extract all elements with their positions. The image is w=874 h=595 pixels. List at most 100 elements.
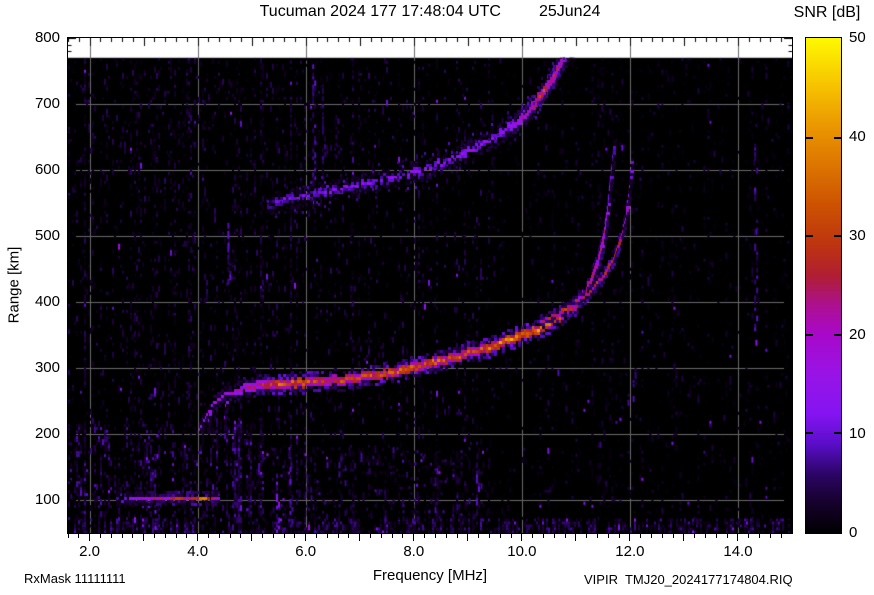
x-axis-tick-mark xyxy=(683,534,685,541)
x-axis-tick-mark xyxy=(272,534,274,538)
x-axis-tick-mark xyxy=(705,534,707,538)
x-axis-tick-mark xyxy=(283,534,285,538)
x-axis-tick-mark xyxy=(596,534,598,538)
x-axis-tick-mark xyxy=(316,534,318,538)
x-axis-tick-mark xyxy=(586,534,588,538)
x-axis-tick-mark xyxy=(424,534,426,538)
x-axis-tick-mark xyxy=(67,534,69,538)
x-axis-tick-mark xyxy=(110,534,112,538)
x-axis-tick-mark xyxy=(456,534,458,538)
x-axis-tick-mark xyxy=(218,534,220,538)
colorbar-tick-label: 40 xyxy=(849,128,866,145)
title-text: Tucuman 2024 177 17:48:04 UTC xyxy=(259,3,501,20)
x-axis-tick-mark xyxy=(748,534,750,538)
colorbar xyxy=(805,37,842,534)
colorbar-tick-label: 30 xyxy=(849,227,866,244)
x-axis-tick-mark xyxy=(564,534,566,538)
colorbar-tick-label: 20 xyxy=(849,326,866,343)
y-tick-label: 700 xyxy=(34,95,60,112)
x-axis-tick-mark xyxy=(78,534,80,538)
x-axis-tick-mark xyxy=(391,534,393,538)
colorbar-tick-label: 10 xyxy=(849,425,866,442)
y-tick-label: 500 xyxy=(34,227,60,244)
x-axis-tick-mark xyxy=(370,534,372,538)
x-axis-tick-mark xyxy=(229,534,231,538)
colorbar-notch xyxy=(806,333,813,336)
x-axis-tick-mark xyxy=(467,534,469,541)
x-axis-tick-mark xyxy=(510,534,512,538)
x-axis-tick-mark xyxy=(434,534,436,538)
page-title: Tucuman 2024 177 17:48:04 UTC 25Jun24 xyxy=(68,3,792,21)
x-axis-tick-mark xyxy=(413,534,415,541)
y-tick-label: 200 xyxy=(34,425,60,442)
x-axis-tick-mark xyxy=(521,534,523,541)
colorbar-tick-label: 50 xyxy=(849,29,866,46)
x-axis-tick-mark xyxy=(164,534,166,538)
x-axis-tick-mark xyxy=(575,534,577,541)
x-axis-tick-mark xyxy=(618,534,620,538)
x-axis-tick-mark xyxy=(478,534,480,538)
colorbar-tick-label: 0 xyxy=(849,524,858,541)
x-axis-tick-mark xyxy=(132,534,134,538)
y-tick-label: 600 xyxy=(34,161,60,178)
x-tick-label: 4.0 xyxy=(187,543,209,560)
x-axis-tick-mark xyxy=(197,534,199,541)
colorbar-title: SNR [dB] xyxy=(793,4,861,21)
x-axis-tick-mark xyxy=(629,534,631,541)
x-axis-tick-mark xyxy=(694,534,696,538)
colorbar-notch xyxy=(806,432,813,435)
colorbar-notch xyxy=(834,136,841,139)
x-axis-tick-mark xyxy=(143,534,145,541)
x-axis-tick-mark xyxy=(348,534,350,538)
x-axis-tick-mark xyxy=(532,534,534,538)
x-axis-tick-mark xyxy=(262,534,263,538)
x-axis-tick-mark xyxy=(294,534,296,538)
x-tick-label: 6.0 xyxy=(295,543,317,560)
x-axis-tick-mark xyxy=(326,534,328,538)
ionogram-canvas xyxy=(68,38,792,533)
x-axis-tick-mark xyxy=(640,534,642,538)
x-axis-tick-mark xyxy=(89,534,91,541)
title-date: 25Jun24 xyxy=(538,3,601,20)
x-axis-tick-mark xyxy=(542,534,544,538)
plot-area xyxy=(67,37,793,534)
x-axis-tick-mark xyxy=(99,534,101,538)
x-axis-tick-mark xyxy=(499,534,501,538)
x-axis-tick-mark xyxy=(769,534,771,538)
colorbar-notch xyxy=(806,136,813,139)
x-axis-tick-mark xyxy=(251,534,253,541)
x-axis-tick-mark xyxy=(726,534,728,538)
x-tick-label: 14.0 xyxy=(723,543,753,560)
x-axis-tick-mark xyxy=(553,534,555,538)
colorbar-notch xyxy=(806,235,813,238)
x-tick-label: 8.0 xyxy=(403,543,425,560)
y-axis-label: Range [km] xyxy=(5,246,23,324)
x-axis-tick-mark xyxy=(186,534,188,538)
file-id-text: VIPIR TMJ20_2024177174804.RIQ xyxy=(584,572,793,587)
x-axis-tick-mark xyxy=(337,534,339,538)
x-axis-tick-mark xyxy=(661,534,663,538)
colorbar-notch xyxy=(834,432,841,435)
x-axis-ticks xyxy=(67,534,792,542)
x-axis-tick-mark xyxy=(305,534,307,541)
y-tick-label: 100 xyxy=(34,491,60,508)
x-tick-label: 12.0 xyxy=(615,543,645,560)
x-tick-label: 2.0 xyxy=(79,543,101,560)
x-axis-tick-mark xyxy=(780,534,782,538)
rxmask-text: RxMask 11111111 xyxy=(24,571,126,586)
x-axis-tick-mark xyxy=(651,534,653,538)
y-tick-label: 400 xyxy=(34,293,60,310)
x-axis-tick-mark xyxy=(607,534,609,538)
colorbar-notch xyxy=(834,235,841,238)
x-axis-tick-mark xyxy=(488,534,490,538)
x-axis-tick-mark xyxy=(672,534,674,538)
x-axis-tick-mark xyxy=(207,534,209,538)
x-axis-tick-mark xyxy=(445,534,447,538)
x-axis-tick-mark xyxy=(737,534,739,541)
x-axis-tick-mark xyxy=(402,534,404,538)
y-tick-label: 300 xyxy=(34,359,60,376)
x-axis-tick-mark xyxy=(240,534,242,538)
x-axis-tick-mark xyxy=(715,534,717,538)
x-tick-label: 10.0 xyxy=(507,543,537,560)
